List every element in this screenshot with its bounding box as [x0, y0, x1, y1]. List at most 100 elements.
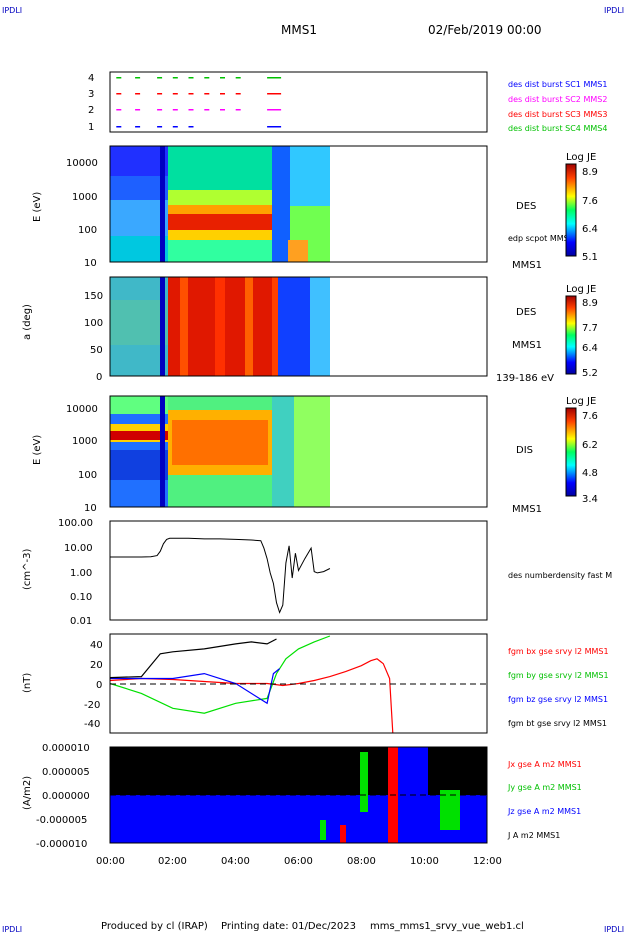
burst-mark	[220, 77, 225, 79]
burst-legend-sc2: des dist burst SC2 MMS2	[508, 95, 607, 104]
footer-printing-date: Printing date: 01/Dec/2023	[221, 921, 356, 932]
mission-title: MMS1	[281, 23, 317, 37]
des-pitch-colorbar-tick-3: 6.4	[582, 343, 598, 354]
des-pitch-ytick-150: 150	[84, 291, 103, 302]
burst-mark	[157, 126, 163, 128]
current-jz-area	[110, 795, 487, 843]
des-energy-ytick-100: 100	[78, 225, 97, 236]
burst-legend-sc1: des dist burst SC1 MMS1	[508, 80, 607, 89]
current-j-area	[110, 747, 487, 795]
burst-mark	[172, 93, 178, 95]
burst-mark	[135, 93, 141, 95]
bfield-ytick-0: 0	[96, 680, 102, 691]
density-ylabel: (cm^-3)	[22, 549, 33, 590]
des-energy-ytick-10000: 10000	[66, 158, 98, 169]
bfield-ytick-minus-20: -20	[84, 700, 100, 711]
des-pitch-colorbar-tick-1: 8.9	[582, 298, 598, 309]
dis-energy-colorbar-tick-1: 7.6	[582, 411, 598, 422]
dis-energy-colorbar-tick-4: 3.4	[582, 494, 598, 505]
burst-mark	[220, 93, 225, 95]
bfield-legend-bz: fgm bz gse srvy l2 MMS1	[508, 695, 608, 704]
density-ytick-0-1: 0.10	[70, 592, 92, 603]
burst-mark	[267, 93, 282, 95]
bfield-series-bt	[109, 638, 277, 679]
burst-mark	[172, 77, 178, 79]
des-pitch-label-des: DES	[516, 307, 536, 318]
des-pitch-ylabel: a (deg)	[22, 304, 33, 340]
corner-label-top-left: IPDLI	[2, 6, 22, 15]
bfield-ylabel: (nT)	[22, 673, 33, 693]
des-energy-panel: E (eV) 10000 1000 100 10 DES edp scpot M…	[32, 145, 598, 271]
des-energy-label-scpot: edp scpot MMS1	[508, 234, 574, 243]
des-energy-ylabel: E (eV)	[32, 192, 43, 222]
current-jz-burst-2	[406, 747, 428, 843]
dis-energy-spectrogram	[110, 396, 330, 507]
burst-mark	[135, 77, 141, 79]
burst-mark	[135, 109, 141, 111]
current-jy-burst-3	[320, 820, 326, 840]
time-tick-12: 12:00	[473, 856, 502, 867]
burst-mark	[235, 109, 241, 111]
des-pitch-panel-frame	[109, 276, 488, 377]
des-pitch-label-energy: 139-186 eV	[496, 373, 554, 384]
time-tick-06: 06:00	[284, 856, 313, 867]
burst-mark	[188, 126, 194, 128]
bfield-ytick-40: 40	[90, 640, 103, 651]
burst-mark	[157, 93, 163, 95]
footer-produced: Produced by cl (IRAP)	[101, 921, 208, 932]
current-ytick-5: -0.000010	[36, 839, 87, 850]
current-density-panel-frame	[109, 746, 488, 844]
current-legend-jx: Jx gse A m2 MMS1	[507, 760, 582, 769]
bfield-ytick-20: 20	[90, 660, 103, 671]
footer-file: mms_mms1_srvy_vue_web1.cl	[370, 921, 524, 932]
current-ytick-4: -0.000005	[36, 815, 87, 826]
des-pitch-colorbar-tick-2: 7.7	[582, 323, 598, 334]
magnetic-field-panel: (nT) 40 20 0 -20 -40 fgm bx gse srvy l2 …	[22, 633, 609, 734]
des-energy-ytick-10: 10	[84, 258, 97, 269]
des-pitch-ytick-50: 50	[90, 345, 103, 356]
des-pitch-ytick-0: 0	[96, 372, 102, 383]
des-energy-ytick-1000: 1000	[72, 192, 97, 203]
density-series-line	[110, 537, 331, 614]
des-energy-colorbar-tick-3: 6.4	[582, 224, 598, 235]
time-tick-08: 08:00	[347, 856, 376, 867]
current-ytick-1: 0.000010	[42, 743, 90, 754]
dis-energy-colorbar-tick-3: 4.8	[582, 468, 598, 479]
des-energy-colorbar-tick-4: 5.1	[582, 252, 598, 263]
time-tick-02: 02:00	[158, 856, 187, 867]
burst-mark	[267, 77, 282, 79]
current-ytick-2: 0.000005	[42, 767, 90, 778]
density-panel-frame	[109, 520, 488, 621]
des-pitch-ytick-100: 100	[84, 318, 103, 329]
time-tick-10: 10:00	[410, 856, 439, 867]
burst-ytick-3: 3	[88, 89, 94, 100]
density-ytick-10: 10.00	[64, 543, 93, 554]
burst-mark	[116, 93, 122, 95]
des-pitch-spectrogram	[110, 277, 330, 376]
bfield-ytick-minus-40: -40	[84, 719, 100, 730]
burst-ytick-1: 1	[88, 122, 94, 133]
bfield-legend-by: fgm by gse srvy l2 MMS1	[508, 671, 609, 680]
burst-mark	[116, 109, 122, 111]
burst-panel: 4 3 2 1 des dist burst SC1 MMS1 des dist…	[88, 71, 607, 133]
des-pitch-label-mms1: MMS1	[512, 340, 542, 351]
bfield-series-by	[109, 635, 331, 714]
burst-mark	[204, 109, 210, 111]
burst-legend-sc4: des dist burst SC4 MMS4	[508, 124, 607, 133]
burst-mark	[188, 93, 194, 95]
density-legend: des numberdensity fast M	[508, 571, 612, 580]
dis-energy-ylabel: E (eV)	[32, 435, 43, 465]
dis-energy-ytick-100: 100	[78, 470, 97, 481]
corner-label-top-right: IPDLI	[604, 6, 624, 15]
burst-panel-frame	[109, 71, 488, 133]
dis-energy-label-dis: DIS	[516, 445, 533, 456]
burst-mark	[267, 126, 282, 128]
des-energy-colorbar-tick-1: 8.9	[582, 167, 598, 178]
des-pitch-colorbar-title: Log JE	[566, 284, 596, 295]
burst-mark	[188, 109, 194, 111]
dis-energy-ytick-10000: 10000	[66, 404, 98, 415]
current-legend-jz: Jz gse A m2 MMS1	[507, 807, 581, 816]
dis-energy-panel-frame	[109, 395, 488, 508]
time-tick-00: 00:00	[96, 856, 125, 867]
